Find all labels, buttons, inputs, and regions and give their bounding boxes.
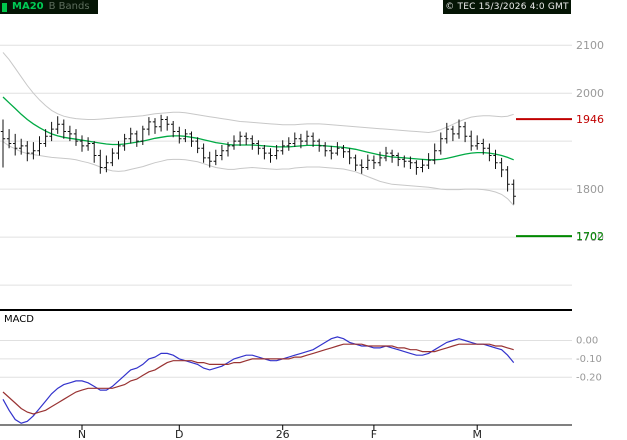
bollinger-lower-line [2, 141, 515, 206]
price-levels: 1946 1702 [516, 113, 604, 243]
bbands-legend-label: B Bands [48, 1, 90, 12]
ma20-legend-label: MA20 [12, 1, 44, 12]
price-axis-label: 1700 [576, 231, 604, 244]
level-label: 1946 [576, 113, 604, 126]
macd-axis-label: -0.20 [576, 372, 602, 383]
price-axis-label: 2100 [576, 39, 604, 52]
time-axis: N D 26 F M [0, 424, 572, 440]
ma20-color-icon [2, 2, 7, 12]
price-axis-label: 2000 [576, 87, 604, 100]
price-axis-labels: 2100 2000 1800 1700 [576, 39, 604, 244]
macd-axis-labels: 0.00 -0.10 -0.20 [576, 336, 602, 384]
price-gridlines [0, 44, 572, 286]
level-label: 1702 [576, 230, 604, 243]
month-label: N [78, 428, 86, 440]
copyright-label: © TEC 15/3/2026 4:0 GMT [443, 0, 571, 14]
ohlc-bars [0, 114, 516, 205]
month-label: D [175, 428, 183, 440]
month-label: 26 [276, 428, 290, 440]
bollinger-bands [2, 52, 515, 206]
macd-line [2, 336, 515, 424]
month-label: F [371, 428, 377, 440]
macd-axis-label: 0.00 [576, 336, 598, 347]
month-label: M [472, 428, 482, 440]
legend-bar: MA20 B Bands [0, 0, 98, 14]
price-axis-label: 1800 [576, 183, 604, 196]
signal-line [2, 343, 514, 415]
macd-panel-title: MACD [4, 314, 34, 325]
bollinger-upper-line [2, 52, 514, 134]
macd-axis-label: -0.10 [576, 354, 602, 365]
